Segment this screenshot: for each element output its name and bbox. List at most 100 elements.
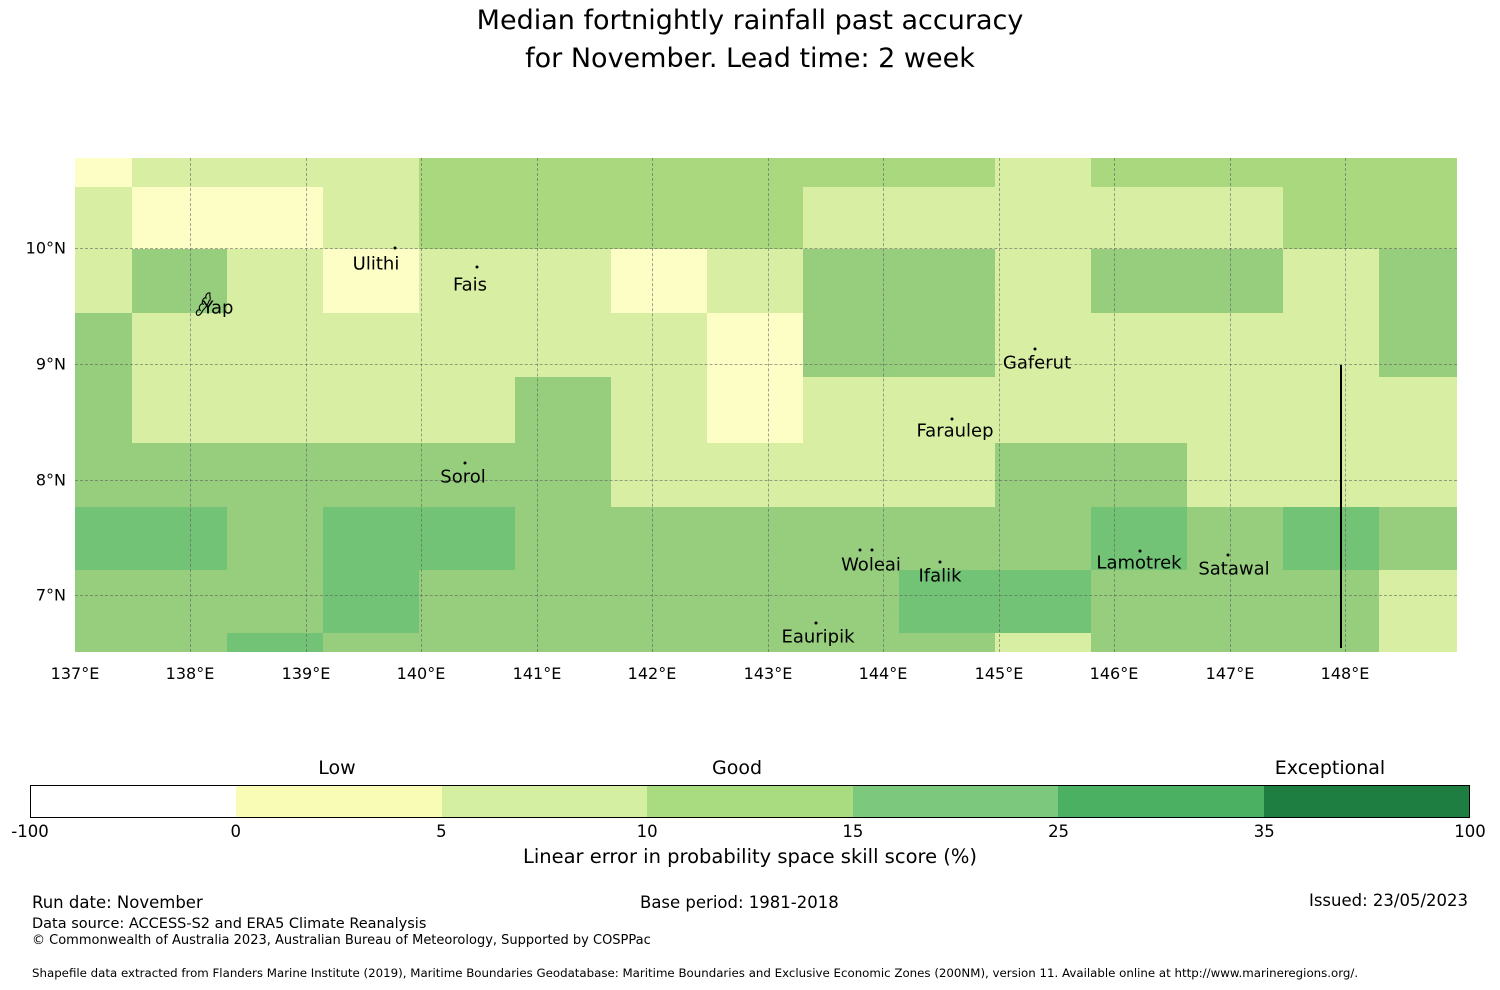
heatmap-cell [1091,377,1187,443]
heatmap-cell [132,377,227,443]
heatmap-cell [995,377,1091,443]
island-marker-dot [938,560,942,564]
x-tick-label: 137°E [50,664,100,683]
heatmap-cell [75,313,132,377]
heatmap-cell [1379,377,1457,443]
heatmap-cell [707,633,803,652]
heatmap-cell [227,570,323,633]
heatmap-cell [1379,507,1457,570]
colorbar-segment [1058,786,1264,817]
colorbar-boundary-label: 0 [230,822,241,841]
heatmap-cell [803,187,899,249]
heatmap-cell [1091,187,1187,249]
heatmap-cell [707,313,803,377]
colorbar-boundary-label: 5 [436,822,447,841]
heatmap-cell [419,377,515,443]
heatmap-cell [132,570,227,633]
x-tick-label: 138°E [165,664,215,683]
longitude-gridline [537,158,538,652]
heatmap-cell [132,187,227,249]
heatmap-cell [1187,313,1283,377]
island-label-gaferut: Gaferut [1002,352,1072,374]
heatmap-cell [1187,443,1283,507]
heatmap-cell [1187,570,1283,633]
x-tick-label: 143°E [743,664,793,683]
longitude-gridline [1114,158,1115,652]
heatmap-cell [323,187,419,249]
heatmap-cell [227,313,323,377]
heatmap-cell [707,377,803,443]
heatmap-cell [899,633,995,652]
latitude-gridline [75,480,1457,481]
heatmap-cell [1379,187,1457,249]
heatmap-cell [132,443,227,507]
x-tick-label: 140°E [396,664,446,683]
heatmap-cell [803,443,899,507]
y-tick-label: 7°N [35,585,66,605]
heatmap-cell [899,377,995,443]
island-marker-dot [858,548,862,552]
heatmap-cell [132,633,227,652]
island-marker-dot [1138,549,1142,553]
heatmap-cell [1379,249,1457,313]
colorbar-category-low: Low [318,757,356,779]
heatmap-cell [323,158,419,187]
heatmap-cell [515,507,611,570]
heatmap-cell [995,570,1091,633]
heatmap-cell [995,187,1091,249]
heatmap-cell [1187,249,1283,313]
heatmap-cell [1187,187,1283,249]
heatmap-cell [899,570,995,633]
heatmap-cell [611,570,707,633]
heatmap-cell [611,158,707,187]
longitude-gridline [306,158,307,652]
heatmap-cell [323,443,419,507]
heatmap-cell [707,507,803,570]
colorbar-boundary-label: 35 [1253,822,1275,841]
heatmap-cell [899,249,995,313]
island-label-satawal: Satawal [1198,558,1270,580]
colorbar-segment [236,786,442,817]
heatmap-cell [1091,570,1187,633]
island-label-ifalik: Ifalik [918,565,962,587]
heatmap-cell [899,158,995,187]
x-tick-label: 141°E [512,664,562,683]
colorbar-segment [647,786,853,817]
longitude-gridline [768,158,769,652]
island-label-faraulep: Faraulep [916,420,994,442]
latitude-gridline [75,595,1457,596]
yap-island-icon [193,288,219,322]
heatmap-cell [323,249,419,313]
heatmap-cell [611,507,707,570]
heatmap-cell [1379,158,1457,187]
heatmap-cell [323,570,419,633]
heatmap-cell [515,313,611,377]
island-marker-dot [870,548,874,552]
chart-title-line2: for November. Lead time: 2 week [525,43,975,74]
heatmap-cell [995,249,1091,313]
run-date-text: Run date: November [32,893,203,912]
heatmap-cell [75,377,132,443]
heatmap-cell [75,187,132,249]
heatmap-cell [707,570,803,633]
colorbar-segment [31,786,237,817]
heatmap-cell [1283,249,1379,313]
heatmap-cell [132,313,227,377]
heatmap-cell [227,377,323,443]
heatmap-cell [1379,313,1457,377]
heatmap-cell [1091,158,1187,187]
maritime-boundary-line [1340,365,1342,648]
longitude-gridline [883,158,884,652]
heatmap-cell [227,158,323,187]
heatmap-cell [227,249,323,313]
x-tick-label: 148°E [1320,664,1370,683]
issued-date-text: Issued: 23/05/2023 [1308,891,1468,910]
island-marker-dot [463,461,467,465]
heatmap-cell [75,633,132,652]
heatmap-cell [419,249,515,313]
heatmap-cell [1283,158,1379,187]
x-tick-label: 147°E [1205,664,1255,683]
heatmap-cell [419,313,515,377]
heatmap-cell [323,313,419,377]
map-plot: Yap Ulithi Fais Gaferut Faraulep Sorol Woleai I… [75,158,1457,652]
